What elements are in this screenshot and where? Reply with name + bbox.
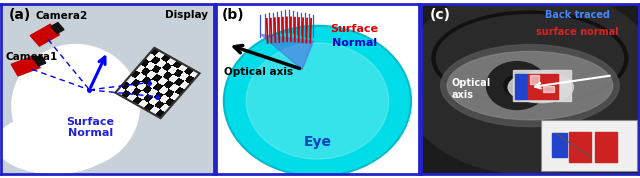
Text: Normal: Normal — [332, 38, 376, 48]
Text: Camera2: Camera2 — [36, 11, 88, 21]
Text: Eye: Eye — [303, 135, 332, 149]
Text: Display: Display — [164, 10, 207, 20]
Bar — [51, 23, 64, 33]
Text: Camera1: Camera1 — [6, 52, 58, 62]
Ellipse shape — [447, 51, 612, 120]
Ellipse shape — [504, 75, 530, 96]
Bar — [552, 134, 567, 157]
Ellipse shape — [508, 72, 573, 103]
Bar — [12, 56, 40, 76]
Bar — [513, 70, 572, 101]
Ellipse shape — [486, 62, 547, 109]
Text: Optical
axis: Optical axis — [452, 78, 491, 100]
Text: Surface: Surface — [330, 24, 378, 34]
Ellipse shape — [441, 44, 619, 127]
Ellipse shape — [224, 26, 411, 176]
Ellipse shape — [246, 43, 388, 159]
Text: (c): (c) — [430, 8, 451, 22]
Bar — [528, 74, 558, 99]
Bar — [541, 120, 637, 171]
Ellipse shape — [436, 15, 623, 102]
Text: Surface
Normal: Surface Normal — [67, 117, 115, 138]
Polygon shape — [260, 34, 314, 69]
Ellipse shape — [12, 44, 140, 168]
Bar — [569, 132, 591, 163]
Bar — [515, 74, 528, 99]
Text: Optical axis: Optical axis — [224, 67, 293, 77]
Ellipse shape — [432, 11, 628, 105]
Bar — [33, 55, 46, 66]
Text: (a): (a) — [9, 8, 31, 22]
Text: (b): (b) — [222, 8, 244, 22]
Bar — [115, 48, 200, 118]
Bar — [595, 132, 617, 163]
Text: surface normal: surface normal — [536, 27, 619, 38]
Ellipse shape — [399, 0, 640, 174]
Text: Back traced: Back traced — [545, 10, 611, 20]
Bar — [30, 24, 60, 46]
Ellipse shape — [0, 114, 113, 174]
Bar — [543, 86, 554, 92]
Bar — [530, 75, 539, 84]
